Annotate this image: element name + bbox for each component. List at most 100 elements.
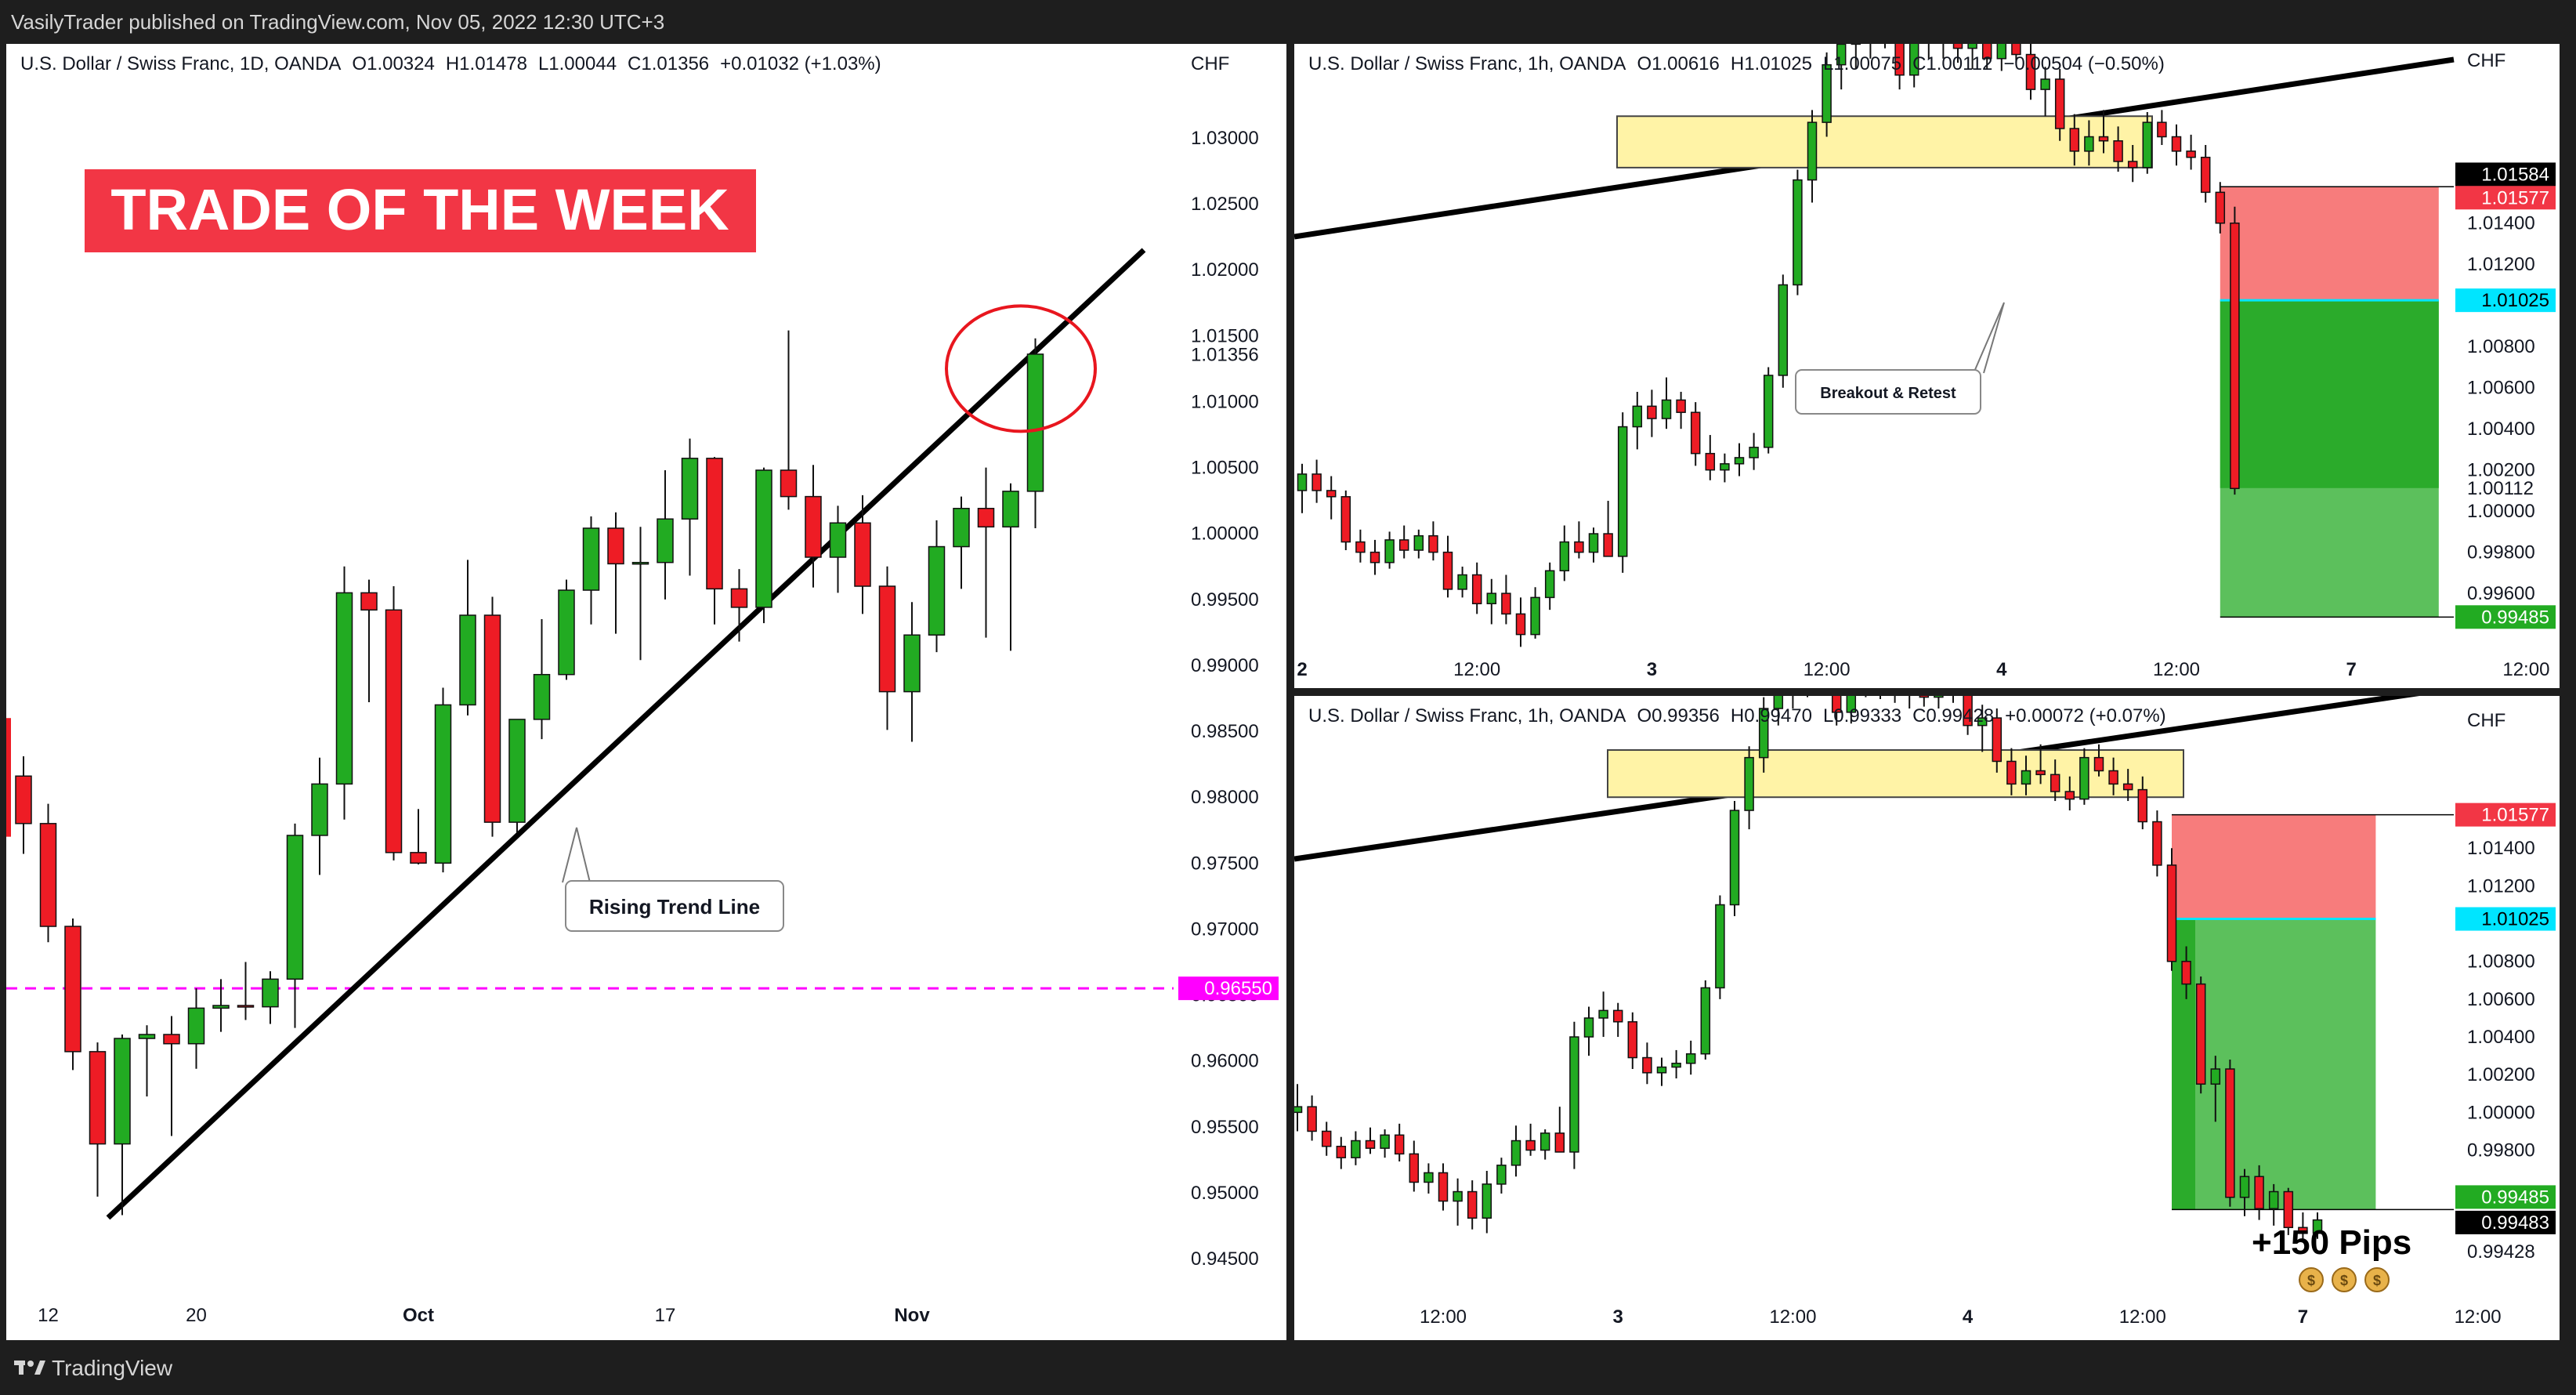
price-tag-label: 1.01025 [2481, 290, 2549, 311]
candle-body [2040, 78, 2050, 90]
candle-body [2171, 136, 2182, 152]
candle-body [2166, 864, 2177, 962]
candle-body [2021, 770, 2031, 785]
candle-body [1026, 353, 1044, 492]
candle-body [1511, 1140, 1521, 1166]
candle-body [1340, 496, 1351, 543]
legend-low: L1.00075 [1822, 53, 1902, 74]
candle-body [508, 719, 526, 823]
y-tick-label: 1.01000 [1191, 391, 1259, 412]
price-tag-bg [2455, 288, 2556, 313]
candle-body [360, 592, 378, 611]
daily-chart-panel[interactable]: TRADE OF THE WEEK Rising Trend Line 0.9450… [6, 44, 1286, 1340]
candle-body [1554, 1132, 1565, 1153]
x-tick-label: 7 [2346, 659, 2357, 680]
candle-body [2181, 960, 2191, 985]
price-tag-label: 1.01577 [2481, 187, 2549, 208]
candle-body [1471, 574, 1482, 605]
candle-body [1525, 1140, 1536, 1151]
candle-body [1496, 1165, 1507, 1185]
candle-body [2200, 157, 2211, 194]
y-tick-label: 0.94500 [1191, 1248, 1259, 1270]
x-tick-label: Oct [403, 1305, 434, 1326]
candle-body [558, 589, 575, 676]
candle-body [237, 1005, 255, 1008]
candle-body [1647, 405, 1657, 419]
candle-body [1307, 1106, 1317, 1132]
hourly-after-chart-canvas[interactable]: 0.99800 1.00000 1.00200 1.00400 1.00600 1.008… [1294, 696, 2560, 1340]
candle-body [2122, 783, 2133, 791]
candle-body [1394, 1134, 1405, 1155]
candle-body [2298, 1227, 2308, 1234]
legend-high: H1.01025 [1730, 53, 1812, 74]
candle-body [730, 588, 748, 608]
x-tick-label: 12:00 [1804, 659, 1851, 680]
x-tick-label: 12:00 [2153, 659, 2200, 680]
candle-body [1351, 1140, 1361, 1158]
legend-open: O0.99356 [1637, 705, 1720, 726]
candle-body [1539, 1132, 1550, 1151]
candle-body [1482, 1183, 1492, 1219]
legend-close: C0.99428 [1912, 705, 1995, 726]
candle-body [1744, 756, 1754, 811]
money-bag-icon-glyph: $ [2373, 1273, 2381, 1288]
candle-body [114, 1038, 131, 1145]
candle-body [854, 522, 871, 587]
candle-body [1294, 1106, 1303, 1114]
candle-body [2069, 128, 2080, 152]
legend-low: L1.00044 [537, 53, 617, 74]
daily-chart-canvas[interactable]: TRADE OF THE WEEK Rising Trend Line 0.9450… [6, 44, 1286, 1340]
y-tick-label: 0.99800 [2467, 542, 2535, 563]
price-tag-label: 1.01584 [2481, 164, 2549, 185]
y-tick-label: 0.99500 [1191, 589, 1259, 611]
y-tick-label: 1.00600 [2467, 989, 2535, 1010]
candle-body [780, 469, 798, 498]
candle-body [335, 592, 353, 785]
publisher-line: VasilyTrader published on TradingView.co… [11, 10, 665, 34]
partial-candle-edge [6, 718, 11, 837]
candle-body [262, 978, 279, 1008]
candle-body [1530, 596, 1540, 636]
breakout-highlight-circle [945, 304, 1097, 433]
x-tick-label: 12:00 [1420, 1306, 1467, 1328]
candle-body [89, 1051, 107, 1145]
hourly-after-chart-panel[interactable]: 0.99800 1.00000 1.00200 1.00400 1.00600 1.008… [1294, 696, 2560, 1340]
candle-body [1569, 1036, 1579, 1153]
candle-body [1369, 551, 1380, 563]
candle-body [1326, 490, 1337, 498]
candle-body [187, 1007, 205, 1045]
banner-background [85, 169, 756, 252]
money-bag-icon [2299, 1267, 2324, 1292]
candle-body [1656, 1066, 1667, 1074]
hourly-before-chart-panel[interactable]: 0.99600 0.99800 1.00000 1.00200 1.00400 1.006… [1294, 44, 2560, 688]
candle-body [2113, 140, 2123, 162]
candle-body [2225, 1068, 2235, 1198]
price-tag-bg [2455, 186, 2556, 210]
candle-body [1642, 1056, 1652, 1074]
y-tick-label: 1.00400 [2467, 418, 2535, 440]
x-tick-label: 7 [2298, 1306, 2308, 1328]
candle-body [1457, 574, 1467, 590]
candle-body [2215, 191, 2226, 224]
price-axis-bg [1174, 44, 1286, 1340]
candle-body [1384, 539, 1395, 563]
x-tick-label: 12:00 [1769, 1306, 1816, 1328]
candle-body [1453, 1190, 1463, 1202]
candle-body [928, 545, 946, 636]
candle-body [1312, 473, 1322, 491]
rising-trend-line-callout: Rising Trend Line [589, 895, 760, 919]
candle-body [681, 458, 699, 520]
price-tag-label: 0.99485 [2481, 607, 2549, 628]
candle-body [1336, 1145, 1347, 1158]
candle-body [1428, 534, 1438, 553]
y-tick-label: 1.00200 [2467, 460, 2535, 481]
hourly-after-legend: U.S. Dollar / Swiss Franc, 1h, OANDA O0.9… [1308, 705, 2177, 727]
open-profit-zone [2220, 300, 2439, 488]
candle-body [1409, 1153, 1420, 1183]
money-bag-icon-glyph: $ [2307, 1273, 2315, 1288]
candle-body [1734, 457, 1745, 465]
candle-body [1321, 1130, 1332, 1147]
candle-body [1627, 1021, 1638, 1059]
hourly-before-chart-canvas[interactable]: 0.99600 0.99800 1.00000 1.00200 1.00400 1.006… [1294, 44, 2560, 688]
candle-body [1588, 533, 1599, 553]
